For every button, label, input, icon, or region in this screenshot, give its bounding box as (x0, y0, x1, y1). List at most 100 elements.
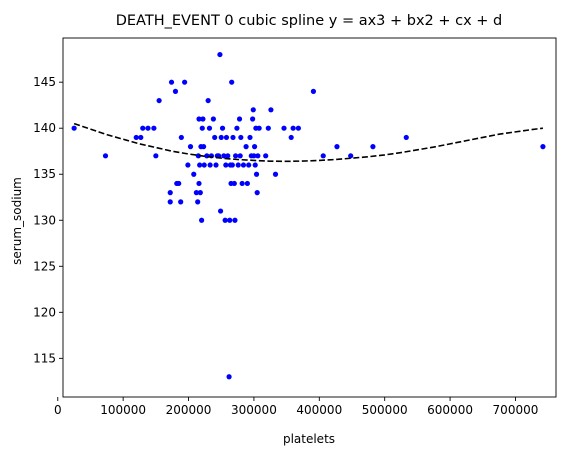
data-point (222, 217, 228, 223)
data-point (236, 116, 243, 122)
data-point (230, 134, 236, 141)
x-tick-label: 500000 (362, 403, 408, 417)
axes: 0 100000 200000 300000 400000 500000 600000 700… (33, 37, 557, 417)
data-point (226, 374, 232, 380)
data-point (200, 116, 206, 122)
data-point (234, 125, 240, 131)
x-tick-label: 600000 (427, 403, 473, 417)
data-point (168, 79, 175, 85)
data-point (195, 199, 201, 205)
data-point (239, 180, 245, 187)
chart-title: DEATH_EVENT 0 cubic spline y = ax3 + bx2… (116, 13, 503, 29)
data-point (243, 144, 249, 150)
data-point (204, 153, 210, 159)
data-point (196, 116, 202, 122)
x-tick-label: 300000 (231, 403, 277, 417)
data-point (213, 162, 219, 168)
fit-curve-line (73, 122, 544, 163)
data-point (102, 153, 109, 159)
data-point (310, 88, 317, 94)
x-tick-label: 700000 (493, 403, 539, 417)
data-point (223, 162, 229, 168)
data-point (195, 153, 201, 159)
data-point (197, 162, 203, 168)
y-tick-label: 140 (33, 121, 56, 135)
data-point (217, 51, 223, 58)
data-point (156, 97, 162, 104)
x-tick-label: 200000 (166, 403, 212, 417)
y-tick-label: 145 (33, 75, 56, 89)
data-point (281, 125, 287, 131)
y-tick-label: 125 (33, 259, 56, 273)
data-point (265, 125, 271, 131)
data-point (540, 144, 546, 150)
x-axis-label: platelets (283, 432, 335, 446)
data-point (320, 153, 326, 159)
x-tick-label: 0 (54, 403, 62, 417)
data-point (237, 153, 243, 159)
data-point (252, 162, 258, 168)
data-point (250, 116, 256, 122)
data-point (240, 162, 247, 168)
data-point (71, 125, 77, 131)
data-point (348, 153, 354, 159)
data-point (233, 153, 239, 159)
data-point (251, 153, 257, 159)
data-point (138, 134, 144, 141)
data-point (218, 134, 224, 141)
data-point (251, 144, 258, 150)
data-point (295, 125, 301, 131)
data-point (256, 125, 262, 131)
data-point (263, 153, 269, 159)
data-point (217, 208, 224, 214)
y-tick-label: 120 (33, 305, 56, 319)
y-tick-label: 135 (33, 167, 56, 181)
data-point (176, 180, 182, 187)
data-point (153, 153, 159, 159)
data-point (221, 153, 227, 159)
data-point (196, 180, 202, 187)
data-point (205, 97, 211, 104)
data-point (145, 125, 151, 131)
data-point (185, 162, 191, 168)
data-point (167, 199, 173, 205)
data-point (253, 171, 260, 177)
data-point (207, 162, 213, 168)
data-point (172, 88, 179, 94)
data-point (200, 144, 207, 150)
data-point (197, 190, 203, 196)
data-point (223, 134, 230, 141)
data-point (199, 217, 205, 223)
data-point (268, 107, 274, 113)
plot-frame (62, 37, 557, 398)
data-point (235, 162, 241, 168)
data-point (212, 134, 218, 141)
data-point (290, 125, 296, 131)
data-point (229, 162, 235, 168)
data-point (232, 217, 238, 223)
data-point (244, 180, 250, 187)
data-point (231, 180, 237, 187)
data-point (403, 134, 409, 141)
data-point (288, 134, 294, 141)
data-point (227, 217, 233, 223)
data-point (250, 107, 256, 113)
data-point (246, 162, 252, 168)
data-point (247, 134, 253, 141)
data-point (182, 79, 188, 85)
data-point (334, 144, 340, 150)
data-point (201, 162, 207, 168)
x-tick-label: 100000 (100, 403, 146, 417)
data-point (229, 79, 235, 85)
data-point (272, 171, 279, 177)
data-point (140, 125, 146, 131)
data-point (219, 125, 226, 131)
data-point (133, 134, 139, 141)
data-point (191, 171, 197, 177)
data-point (255, 153, 261, 159)
y-tick-label: 130 (33, 213, 56, 227)
data-point (225, 153, 231, 159)
data-point (254, 190, 260, 196)
data-point (178, 199, 184, 205)
y-tick-label: 115 (33, 351, 56, 365)
